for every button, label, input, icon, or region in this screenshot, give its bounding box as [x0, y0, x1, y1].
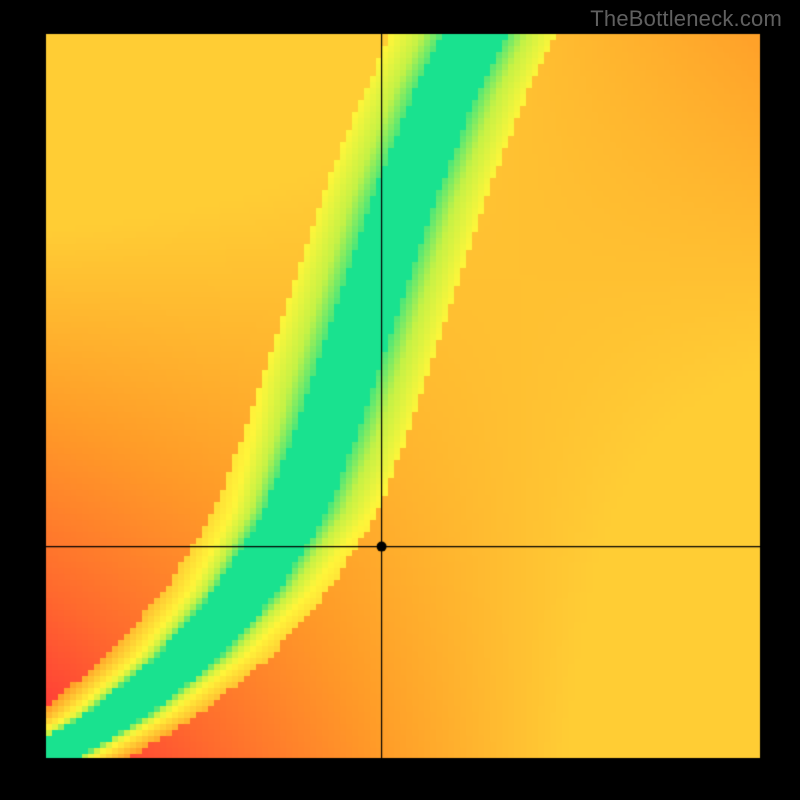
heatmap-canvas	[0, 0, 800, 800]
watermark-text: TheBottleneck.com	[590, 6, 782, 32]
